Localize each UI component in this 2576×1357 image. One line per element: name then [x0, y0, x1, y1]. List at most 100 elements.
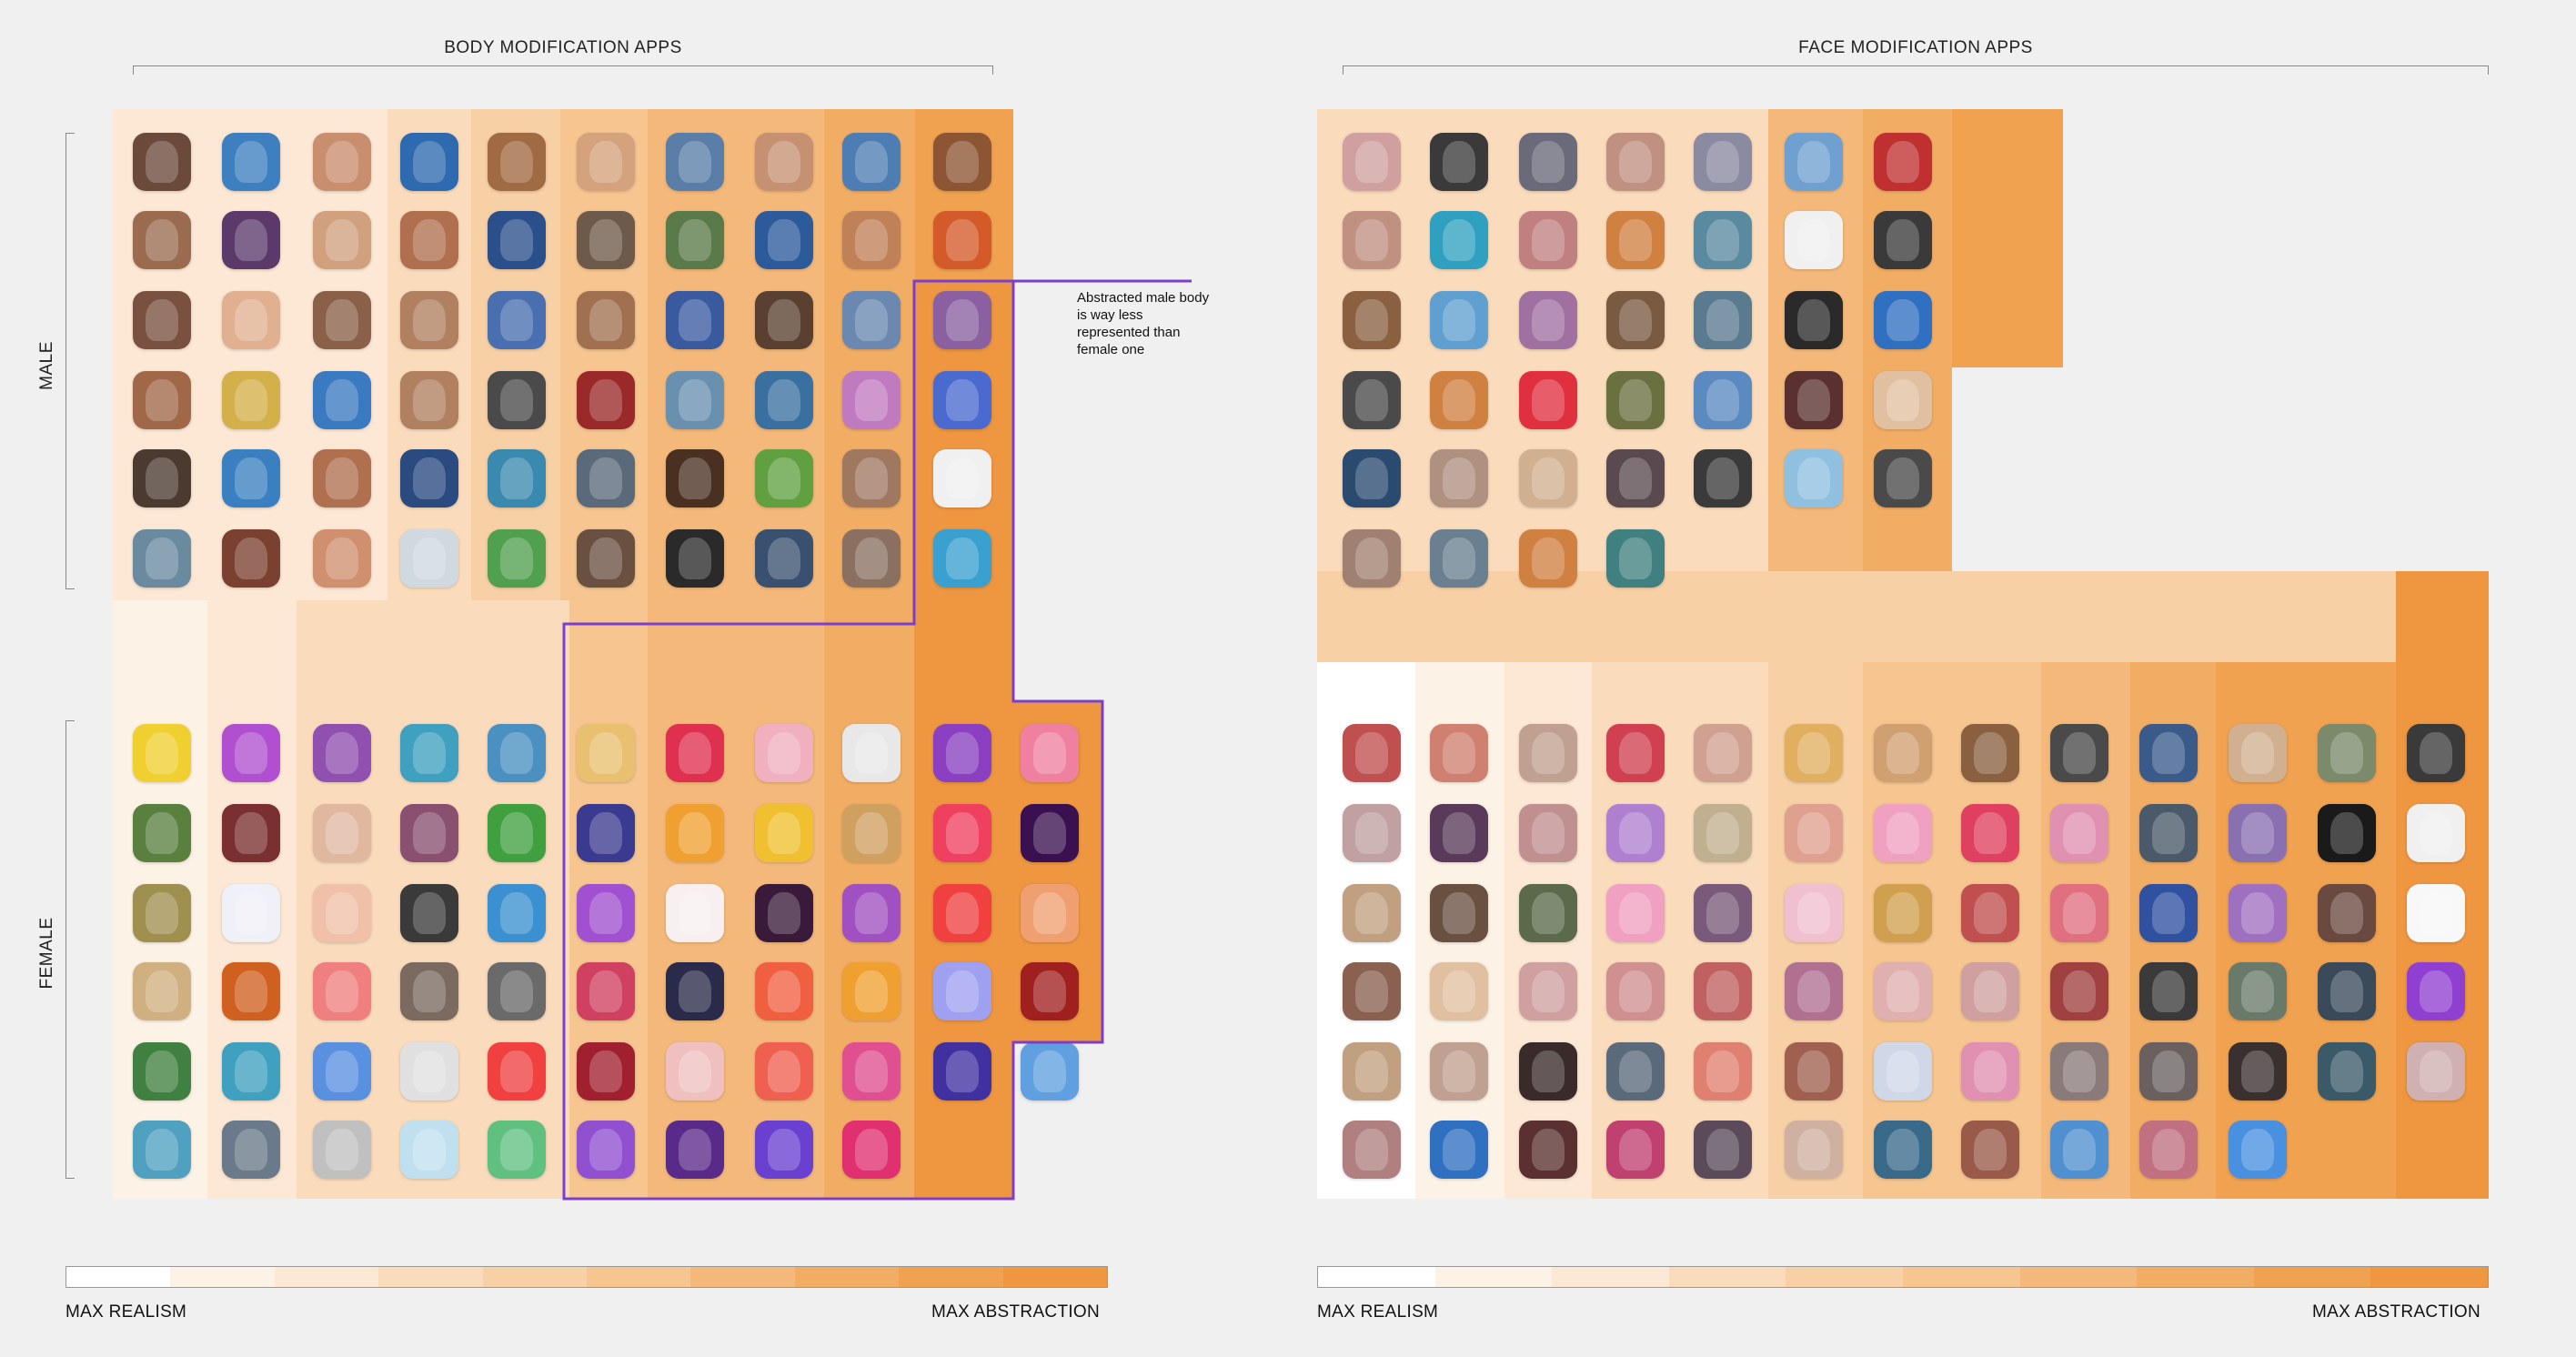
app-icon-body-female[interactable]: [933, 804, 991, 862]
app-icon-face-female[interactable]: [1694, 1121, 1752, 1179]
app-icon-body-male[interactable]: [222, 371, 280, 429]
app-icon-body-female[interactable]: [577, 884, 635, 942]
app-icon-face-female[interactable]: [1785, 1042, 1843, 1101]
app-icon-face-female[interactable]: [1874, 724, 1932, 782]
app-icon-face-female[interactable]: [2407, 962, 2465, 1020]
app-icon-face-female[interactable]: [1519, 962, 1577, 1020]
app-icon-body-female[interactable]: [133, 804, 191, 862]
app-icon-face-female[interactable]: [2139, 962, 2198, 1020]
app-icon-body-female[interactable]: [933, 962, 991, 1020]
app-icon-body-female[interactable]: [842, 962, 901, 1020]
app-icon-face-female[interactable]: [2229, 724, 2287, 782]
app-icon-face-female[interactable]: [2139, 804, 2198, 862]
app-icon-body-male[interactable]: [755, 449, 813, 508]
app-icon-face-female[interactable]: [1606, 1121, 1665, 1179]
app-icon-body-female[interactable]: [313, 1042, 371, 1101]
app-icon-body-male[interactable]: [400, 529, 458, 588]
app-icon-body-male[interactable]: [666, 371, 724, 429]
app-icon-body-female[interactable]: [222, 884, 280, 942]
app-icon-face-female[interactable]: [1343, 1042, 1401, 1101]
app-icon-body-female[interactable]: [400, 724, 458, 782]
app-icon-face-female[interactable]: [2229, 884, 2287, 942]
app-icon-body-male[interactable]: [842, 449, 901, 508]
app-icon-body-female[interactable]: [222, 724, 280, 782]
app-icon-face-female[interactable]: [2407, 804, 2465, 862]
app-icon-face-female[interactable]: [2050, 962, 2108, 1020]
app-icon-face-female[interactable]: [1785, 804, 1843, 862]
app-icon-face-female[interactable]: [2229, 1042, 2287, 1101]
app-icon-body-male[interactable]: [933, 291, 991, 349]
app-icon-body-male[interactable]: [222, 449, 280, 508]
app-icon-body-male[interactable]: [313, 133, 371, 191]
app-icon-body-male[interactable]: [313, 449, 371, 508]
app-icon-body-male[interactable]: [755, 211, 813, 269]
app-icon-body-female[interactable]: [666, 724, 724, 782]
app-icon-body-female[interactable]: [1021, 884, 1079, 942]
app-icon-body-female[interactable]: [1021, 1042, 1079, 1101]
app-icon-face-male[interactable]: [1694, 449, 1752, 508]
app-icon-face-female[interactable]: [1961, 1042, 2019, 1101]
app-icon-body-male[interactable]: [488, 291, 546, 349]
app-icon-body-male[interactable]: [400, 291, 458, 349]
app-icon-body-male[interactable]: [400, 449, 458, 508]
app-icon-body-male[interactable]: [933, 529, 991, 588]
app-icon-face-male[interactable]: [1430, 449, 1488, 508]
app-icon-face-female[interactable]: [1519, 1042, 1577, 1101]
app-icon-face-female[interactable]: [1430, 884, 1488, 942]
app-icon-face-female[interactable]: [1961, 804, 2019, 862]
app-icon-body-female[interactable]: [400, 884, 458, 942]
app-icon-body-male[interactable]: [488, 529, 546, 588]
app-icon-face-female[interactable]: [1430, 1121, 1488, 1179]
app-icon-body-male[interactable]: [133, 133, 191, 191]
app-icon-face-female[interactable]: [1606, 1042, 1665, 1101]
app-icon-face-male[interactable]: [1874, 133, 1932, 191]
app-icon-body-female[interactable]: [755, 804, 813, 862]
app-icon-face-male[interactable]: [1519, 291, 1577, 349]
app-icon-body-female[interactable]: [933, 1042, 991, 1101]
app-icon-face-male[interactable]: [1874, 449, 1932, 508]
app-icon-body-male[interactable]: [933, 449, 991, 508]
app-icon-face-female[interactable]: [2050, 1042, 2108, 1101]
app-icon-body-male[interactable]: [577, 133, 635, 191]
app-icon-face-male[interactable]: [1606, 529, 1665, 588]
app-icon-body-male[interactable]: [842, 291, 901, 349]
app-icon-body-male[interactable]: [842, 211, 901, 269]
app-icon-face-female[interactable]: [1430, 804, 1488, 862]
app-icon-face-female[interactable]: [2050, 804, 2108, 862]
app-icon-face-male[interactable]: [1874, 211, 1932, 269]
app-icon-body-female[interactable]: [1021, 962, 1079, 1020]
app-icon-body-female[interactable]: [488, 884, 546, 942]
app-icon-body-male[interactable]: [400, 133, 458, 191]
app-icon-body-female[interactable]: [400, 804, 458, 862]
app-icon-body-female[interactable]: [313, 1121, 371, 1179]
app-icon-face-female[interactable]: [1694, 962, 1752, 1020]
app-icon-body-female[interactable]: [577, 724, 635, 782]
app-icon-body-female[interactable]: [842, 1121, 901, 1179]
app-icon-body-male[interactable]: [222, 529, 280, 588]
app-icon-body-female[interactable]: [755, 1042, 813, 1101]
app-icon-face-male[interactable]: [1430, 291, 1488, 349]
app-icon-face-female[interactable]: [2050, 1121, 2108, 1179]
app-icon-face-female[interactable]: [1961, 884, 2019, 942]
app-icon-face-female[interactable]: [1694, 724, 1752, 782]
app-icon-face-female[interactable]: [1519, 804, 1577, 862]
app-icon-face-male[interactable]: [1694, 211, 1752, 269]
app-icon-face-female[interactable]: [2318, 962, 2376, 1020]
app-icon-face-male[interactable]: [1694, 371, 1752, 429]
app-icon-body-female[interactable]: [755, 884, 813, 942]
app-icon-face-female[interactable]: [1430, 962, 1488, 1020]
app-icon-body-female[interactable]: [666, 1121, 724, 1179]
app-icon-face-female[interactable]: [2139, 1042, 2198, 1101]
app-icon-body-female[interactable]: [488, 1042, 546, 1101]
app-icon-face-female[interactable]: [1961, 962, 2019, 1020]
app-icon-body-female[interactable]: [222, 962, 280, 1020]
app-icon-body-female[interactable]: [755, 962, 813, 1020]
app-icon-face-female[interactable]: [1519, 1121, 1577, 1179]
app-icon-body-male[interactable]: [842, 133, 901, 191]
app-icon-body-female[interactable]: [577, 804, 635, 862]
app-icon-body-female[interactable]: [666, 884, 724, 942]
app-icon-face-male[interactable]: [1430, 133, 1488, 191]
app-icon-body-female[interactable]: [755, 1121, 813, 1179]
app-icon-face-male[interactable]: [1519, 449, 1577, 508]
app-icon-face-male[interactable]: [1785, 371, 1843, 429]
